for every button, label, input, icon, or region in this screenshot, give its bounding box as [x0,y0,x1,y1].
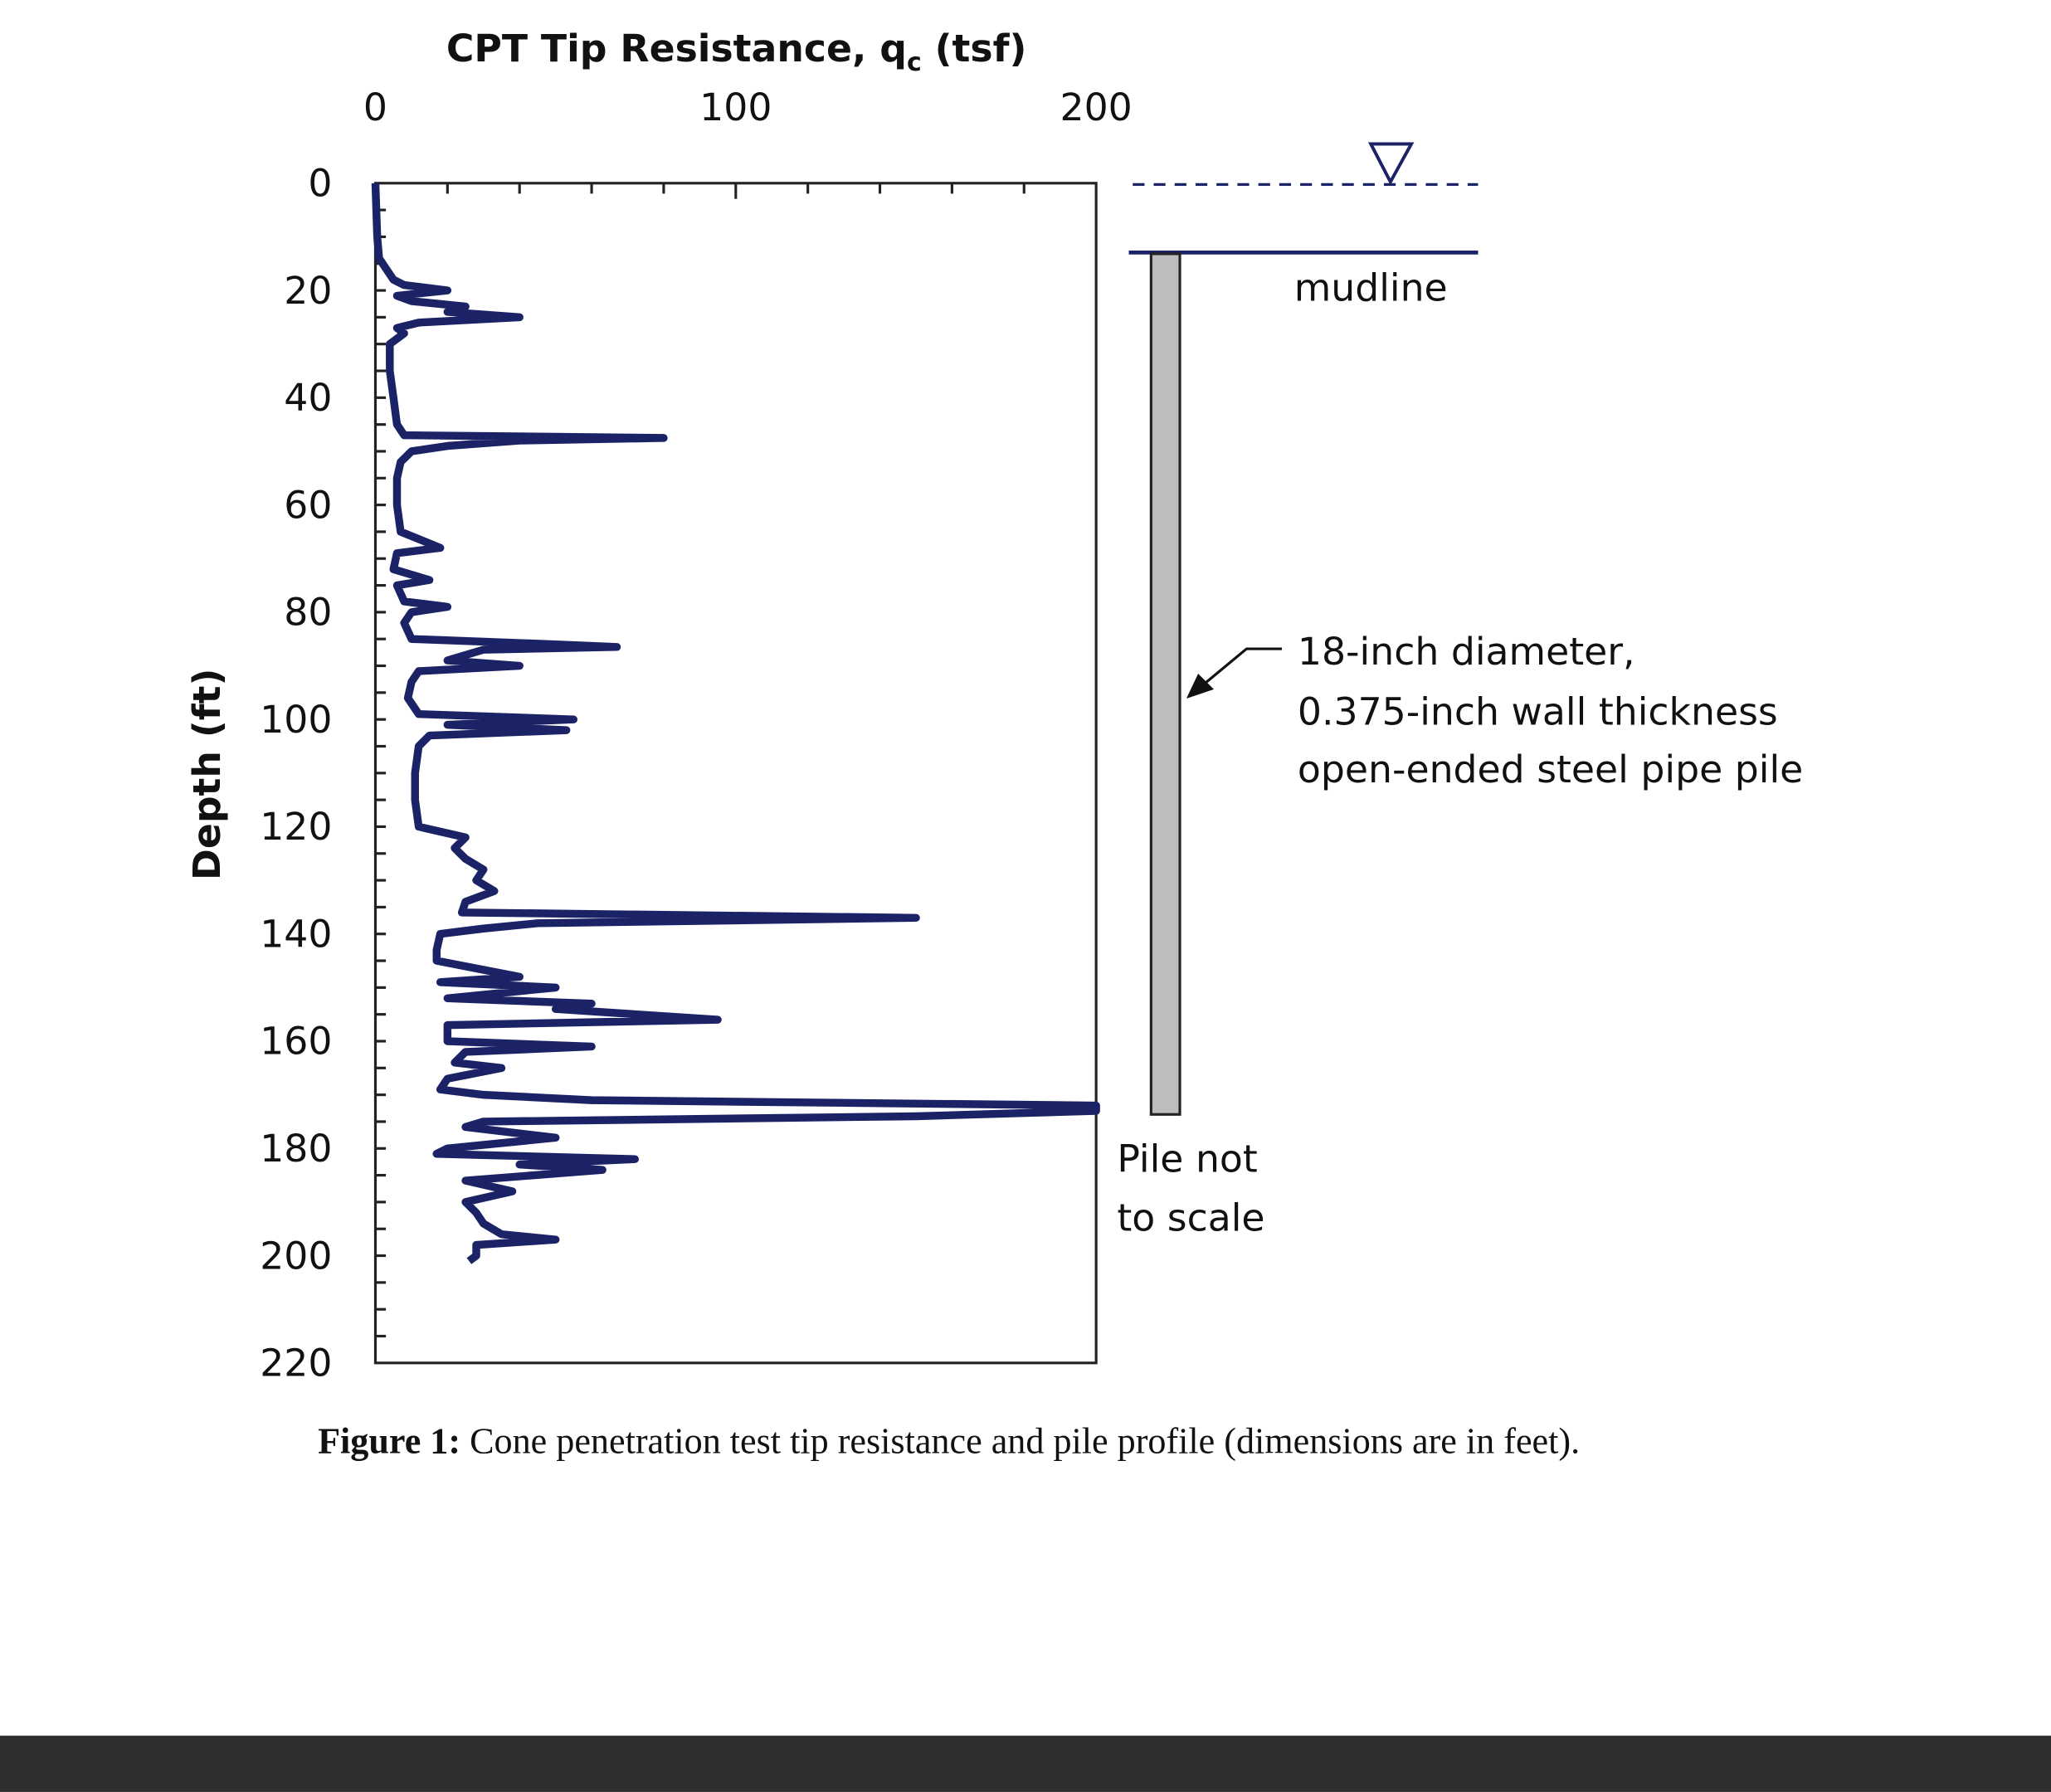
y-tick-label: 160 [260,1020,332,1064]
y-tick-label: 80 [284,591,332,635]
x-tick-label: 100 [699,85,772,129]
y-axis-label: Depth (ft) [185,669,229,880]
y-tick-label: 100 [260,698,332,742]
y-tick-label: 0 [308,162,332,206]
bottom-bar [0,1736,2051,1792]
x-tick-label: 200 [1060,85,1133,129]
y-tick-label: 180 [260,1127,332,1171]
y-tick-label: 200 [260,1234,332,1278]
pile-note: Pile not to scale [1117,1137,1269,1240]
y-tick-label: 220 [260,1342,332,1385]
mudline-label: mudline [1294,266,1448,310]
pile-description: 18-inch diameter, 0.375-inch wall thickn… [1298,630,1803,791]
chart-title: CPT Tip Resistance, qc (tsf) [446,27,1027,77]
x-tick-label: 0 [363,85,387,129]
arrow-head-icon [1186,673,1215,699]
figure-caption: Figure 1: Cone penetration test tip resi… [318,1421,1580,1462]
y-tick-label: 60 [284,483,332,527]
y-tick-label: 40 [284,376,332,420]
y-tick-label: 140 [260,912,332,956]
y-tick-label: 20 [284,269,332,313]
pile [1149,252,1181,1116]
water-table-triangle-icon [1367,142,1415,186]
series-line-qc [371,183,1100,1264]
y-tick-label: 120 [260,805,332,849]
pointer-arrow [1191,647,1282,694]
